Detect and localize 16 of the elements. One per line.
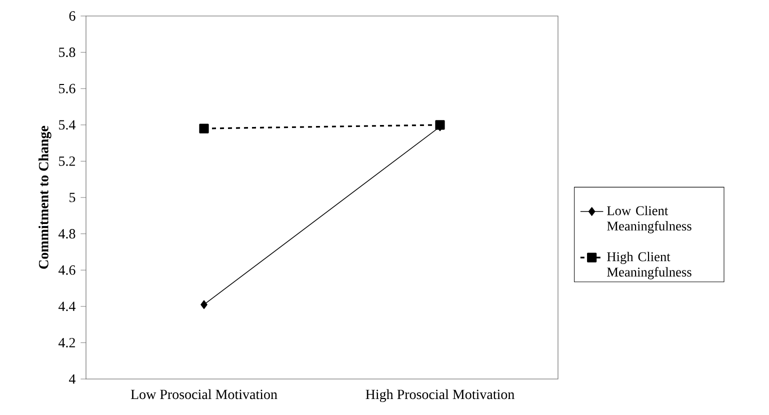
y-tick-label: 5.2 [59,156,75,166]
y-tick-label: 5.6 [59,84,76,94]
y-tick-label: 5.4 [59,120,76,130]
y-tick-label: 6 [69,11,76,21]
y-tick-label: 5.8 [59,48,76,58]
y-tick-label: 5 [70,192,76,202]
y-tick-label: 4.2 [58,338,75,348]
legend-label: High Client Meaningfulness [607,252,692,280]
y-tick-label: 4.8 [58,229,76,239]
y-tick-label: 4.6 [58,265,76,275]
y-tick-label: 4 [69,374,76,384]
legend-label: Low Client Meaningfulness [607,206,692,234]
y-tick-label: 4.4 [58,302,76,312]
x-tick-label: High Prosocial Motivation [366,389,514,402]
x-tick-label: Low Prosocial Motivation [130,389,278,400]
y-axis-title: Commitment to Change [38,126,52,269]
